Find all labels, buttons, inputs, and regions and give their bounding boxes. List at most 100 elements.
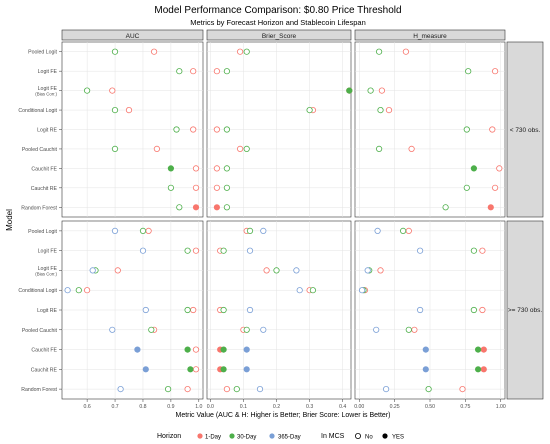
point-h-measure-365-day-random-forest — [382, 385, 390, 393]
x-axis-label: Metric Value (AUC & H: Higher is Better;… — [176, 412, 391, 419]
row-strip-short — [506, 41, 544, 218]
point-auc-30-day-pooled-cauchit — [111, 145, 119, 152]
point-auc-365-day-cauchit-re — [142, 366, 149, 373]
point-auc-365-day-logit-fe — [139, 247, 147, 254]
x-tick-label: 1.00 — [496, 404, 506, 410]
point-brier-score-1-day-logit-fe — [213, 68, 220, 75]
point-brier-score-1-day-pooled-logit — [237, 48, 244, 55]
point-h-measure-1-day-logit-fe — [479, 247, 486, 254]
point-auc-30-day-pooled-cauchit — [148, 326, 155, 333]
point-h-measure-365-day-pooled-logit — [374, 227, 381, 234]
point-brier-score-365-day-pooled-cauchit — [260, 326, 267, 333]
point-h-measure-1-day-cauchit-fe — [496, 165, 503, 172]
point-h-measure-1-day-pooled-logit — [405, 227, 412, 234]
point-brier-score-365-day-cauchit-fe — [243, 346, 250, 353]
point-h-measure-365-day-conditional-logit — [358, 287, 366, 294]
y-tick-label-cauchit-fe: Cauchit FE — [31, 166, 57, 172]
point-auc-30-day-conditional-logit — [75, 287, 82, 294]
point-auc-365-day-cauchit-fe — [134, 346, 141, 353]
y-tick-label-cauchit-fe: Cauchit FE — [31, 348, 57, 354]
x-tick-label: 0.4 — [339, 404, 346, 410]
y-tick-label-random-forest: Random Forest — [21, 387, 57, 393]
point-h-measure-1-day-cauchit-re — [491, 184, 499, 191]
point-h-measure-365-day-logit-fe-bias-corr — [364, 267, 371, 274]
legend-label-1day: 1-Day — [205, 435, 221, 441]
legend-key-mcs-yes — [382, 433, 388, 439]
point-brier-score-1-day-logit-re — [213, 126, 220, 133]
legend-key-365day — [269, 433, 275, 439]
point-auc-30-day-logit-fe-bias-corr — [84, 87, 91, 94]
point-auc-30-day-logit-fe — [176, 68, 183, 75]
point-h-measure-365-day-pooled-cauchit — [373, 326, 380, 333]
legend-key-1day — [197, 433, 203, 439]
x-tick-label: 0.3 — [306, 404, 313, 410]
point-h-measure-1-day-logit-re — [479, 306, 486, 314]
x-tick-label: 0.6 — [84, 404, 91, 410]
facet-strip-brier — [206, 29, 352, 41]
point-brier-score-365-day-pooled-logit — [260, 227, 267, 234]
point-brier-score-30-day-random-forest — [223, 204, 230, 211]
point-h-measure-1-day-pooled-cauchit — [408, 145, 415, 152]
point-brier-score-365-day-logit-re — [246, 306, 254, 314]
row-label-long: >= 730 obs. — [508, 307, 543, 314]
point-h-measure-30-day-logit-re — [470, 306, 477, 314]
point-auc-30-day-cauchit-re — [187, 366, 194, 373]
point-h-measure-30-day-pooled-logit — [375, 48, 383, 55]
point-brier-score-1-day-random-forest — [213, 204, 220, 211]
point-h-measure-30-day-logit-re — [463, 126, 470, 133]
legend-mcs-title: In MCS — [321, 433, 345, 440]
point-auc-1-day-conditional-logit — [84, 287, 91, 294]
row-label-short: < 730 obs. — [510, 127, 541, 134]
point-brier-score-1-day-logit-fe-bias-corr — [263, 267, 270, 274]
point-h-measure-365-day-cauchit-re — [422, 366, 429, 373]
y-tick-label-pooled-logit: Pooled Logit — [28, 229, 57, 235]
point-brier-score-30-day-conditional-logit — [306, 107, 313, 114]
facet-label-brier: Brier_Score — [262, 33, 297, 40]
x-tick-label: 0.7 — [111, 404, 118, 410]
point-auc-30-day-cauchit-fe — [167, 165, 174, 172]
point-auc-30-day-cauchit-re — [167, 184, 174, 191]
point-auc-1-day-logit-fe-bias-corr — [109, 87, 116, 94]
x-tick-label: 0.1 — [240, 404, 247, 410]
chart-title: Model Performance Comparison: $0.80 Pric… — [154, 5, 401, 16]
point-h-measure-1-day-logit-re — [489, 126, 496, 133]
point-h-measure-30-day-cauchit-fe — [474, 346, 482, 353]
point-h-measure-1-day-random-forest — [487, 204, 494, 211]
point-h-measure-30-day-pooled-cauchit — [405, 326, 412, 333]
point-brier-score-30-day-cauchit-re — [220, 366, 227, 373]
point-auc-1-day-cauchit-re — [192, 184, 200, 191]
point-brier-score-1-day-cauchit-fe — [213, 165, 220, 172]
y-tick-label-random-forest: Random Forest — [21, 205, 57, 211]
point-auc-365-day-logit-re — [142, 306, 149, 314]
legend-horizon-title: Horizon — [157, 433, 181, 440]
point-h-measure-1-day-cauchit-fe — [480, 346, 487, 353]
y-tick-label-cauchit-re: Cauchit RE — [31, 367, 58, 373]
point-brier-score-30-day-cauchit-fe — [223, 165, 230, 172]
point-h-measure-30-day-pooled-logit — [399, 227, 407, 234]
legend-label-mcs-yes: YES — [392, 435, 404, 441]
point-h-measure-1-day-random-forest — [459, 385, 466, 393]
point-auc-30-day-logit-re — [184, 306, 191, 314]
y-axis-label: Model — [5, 209, 14, 231]
point-brier-score-1-day-random-forest — [223, 385, 230, 393]
point-auc-365-day-random-forest — [117, 385, 124, 393]
y-tick-label-logit-re: Logit RE — [37, 308, 57, 314]
legend-key-mcs-no — [354, 432, 361, 439]
point-h-measure-1-day-logit-fe — [491, 68, 499, 75]
point-brier-score-30-day-logit-fe — [223, 68, 230, 75]
x-tick-label: 0.9 — [167, 404, 174, 410]
x-tick-label: 0.25 — [390, 404, 400, 410]
point-brier-score-30-day-logit-re — [220, 306, 227, 314]
point-auc-1-day-cauchit-fe — [192, 165, 200, 172]
point-brier-score-1-day-pooled-cauchit — [237, 145, 244, 152]
legend-label-30day: 30-Day — [237, 435, 256, 441]
row-strip-long — [506, 220, 544, 400]
point-brier-score-365-day-logit-fe-bias-corr — [293, 267, 300, 274]
point-auc-1-day-logit-fe-bias-corr — [114, 267, 121, 274]
point-brier-score-30-day-logit-fe — [220, 247, 227, 254]
point-auc-1-day-pooled-cauchit — [153, 145, 160, 152]
point-h-measure-30-day-random-forest — [442, 204, 449, 211]
y-tick-label-logit-fe: Logit FE — [38, 86, 58, 92]
point-auc-1-day-random-forest — [184, 385, 191, 393]
